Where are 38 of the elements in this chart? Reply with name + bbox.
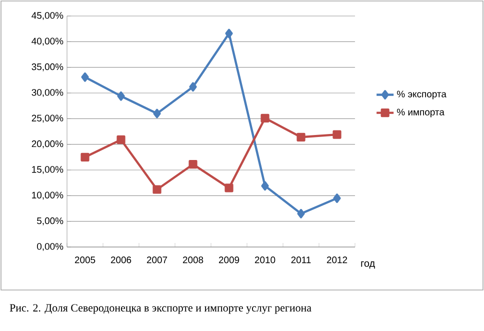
point: [260, 114, 270, 122]
point: [224, 184, 234, 192]
x-tick-label: 2010: [254, 256, 276, 264]
point: [188, 160, 198, 169]
y-tick-label: 5,00%: [37, 217, 64, 226]
point: [153, 108, 161, 118]
text: Рис. 2. Доля Северодонецка в экспорте и импорте услуг региона: [10, 304, 312, 314]
x-tick-label: 2011: [291, 256, 311, 264]
legend-label: % импорта: [397, 108, 444, 118]
y-tick-label: 30,00%: [32, 89, 64, 97]
point: [116, 135, 126, 144]
point: [297, 208, 305, 218]
x-tick-label: 2009: [218, 256, 240, 264]
x-tick-label: 2007: [146, 256, 168, 264]
x-axis-title: год: [361, 261, 375, 269]
x-tick-label: 2008: [182, 256, 204, 264]
point: [333, 194, 341, 203]
point: [189, 82, 197, 92]
point: [152, 185, 162, 194]
y-tick-label: 10,00%: [32, 192, 64, 200]
x-tick-label: 2005: [74, 256, 96, 264]
y-tick-label: 45,00%: [32, 12, 64, 20]
legend-label: % экспорта: [397, 90, 446, 100]
point: [80, 152, 90, 162]
y-tick-label: 20,00%: [32, 140, 64, 148]
point: [296, 132, 306, 142]
point: [332, 130, 342, 139]
x-tick-label: 2006: [110, 256, 132, 264]
y-tick-label: 40,00%: [32, 38, 64, 46]
point: [225, 28, 233, 38]
y-tick-label: 0,00%: [37, 243, 64, 251]
y-tick-label: 35,00%: [32, 63, 64, 72]
point: [81, 72, 89, 82]
point: [117, 91, 125, 101]
y-tick-label: 15,00%: [32, 166, 64, 174]
y-tick-label: 25,00%: [32, 114, 64, 123]
point: [261, 181, 269, 191]
x-tick-label: 2012: [326, 256, 348, 264]
